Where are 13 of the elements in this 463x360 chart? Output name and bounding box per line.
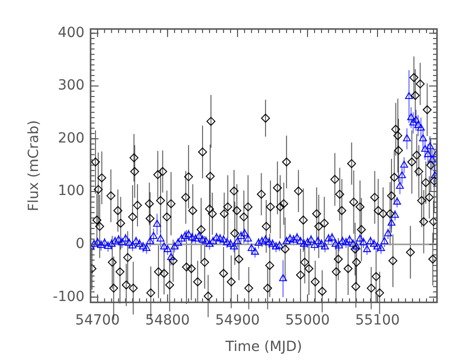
x-tick-label: 54800 xyxy=(145,312,190,328)
y-tick-label: 300 xyxy=(58,78,85,94)
y-tick-label: -100 xyxy=(52,288,85,305)
y-tick-label: 400 xyxy=(58,24,85,41)
x-axis-title: Time (MJD) xyxy=(224,339,302,356)
x-tick-label: 55000 xyxy=(285,312,330,328)
y-tick-label: 0 xyxy=(76,236,85,252)
y-axis-title: Flux (mCrab) xyxy=(26,120,42,212)
y-tick-label: 200 xyxy=(58,130,85,146)
x-tick-label: 55100 xyxy=(355,312,400,328)
x-tick-label: 54700 xyxy=(75,312,120,328)
x-tick-label: 54900 xyxy=(215,312,260,328)
y-tick-label: 100 xyxy=(58,183,85,200)
